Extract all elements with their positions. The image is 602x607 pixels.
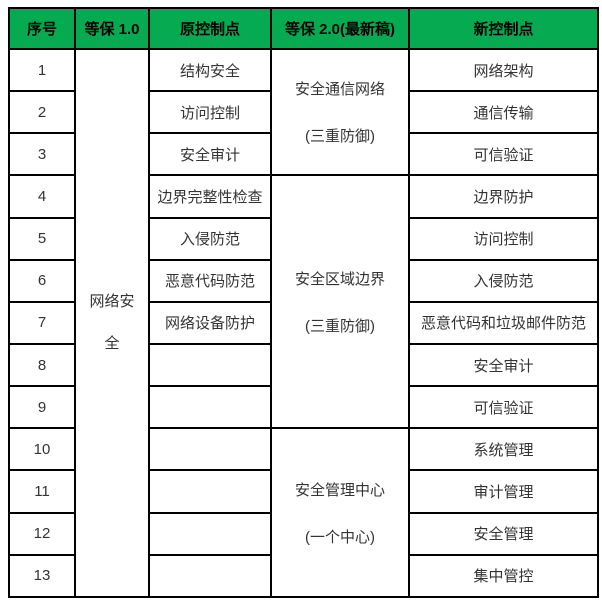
table-row: 8 安全审计 [8,342,599,388]
dengbao2-group-title: 安全通信网络 [294,81,385,99]
old-control-cell: 入侵防范 [148,216,272,261]
old-control-cell [148,469,272,514]
table-row: 4 边界完整性检查 安全区域边界 (三重防御) 边界防护 [8,174,599,430]
row-number-cell: 13 [8,553,76,599]
old-control-cell: 网络设备防护 [148,300,272,345]
dengbao2-group-cell-management: 安全管理中心 (一个中心) [270,427,410,598]
new-control-cell: 入侵防范 [408,258,599,303]
table-row: 10 安全管理中心 (一个中心) 系统管理 [8,427,599,598]
comparison-table: 序号 等保 1.0 原控制点 等保 2.0(最新稿) 新控制点 1 网络安全 结… [8,7,599,599]
dengbao2-group-cell-boundary: 安全区域边界 (三重防御) [270,174,410,430]
dengbao2-group-cell-communication: 安全通信网络 (三重防御) [270,47,410,177]
new-control-cell: 可信验证 [408,132,599,177]
row-number-cell: 7 [8,300,76,345]
row-number-cell: 11 [8,469,76,514]
new-control-cell: 边界防护 [408,174,599,219]
table-row: 6 恶意代码防范 入侵防范 [8,258,599,303]
old-control-cell [148,511,272,556]
header-cell-new-controls: 新控制点 [408,7,599,50]
table-row: 9 可信验证 [8,385,599,430]
old-control-cell: 边界完整性检查 [148,174,272,219]
header-cell-dengbao2: 等保 2.0(最新稿) [270,7,410,50]
header-cell-old-controls: 原控制点 [148,7,272,50]
table-row: 1 网络安全 结构安全 安全通信网络 (三重防御) 网络架构 [8,47,599,598]
new-control-cell: 通信传输 [408,90,599,135]
header-cell-index: 序号 [8,7,76,50]
row-number-cell: 1 [8,47,76,93]
old-control-cell: 访问控制 [148,90,272,135]
old-control-cell [148,385,272,430]
new-control-cell: 可信验证 [408,385,599,430]
table-row: 5 入侵防范 访问控制 [8,216,599,261]
dengbao2-group-title: 安全管理中心 [294,481,385,499]
table-row: 12 安全管理 [8,511,599,556]
row-number-cell: 10 [8,427,76,472]
header-cell-dengbao1: 等保 1.0 [74,7,150,50]
old-control-cell: 结构安全 [148,47,272,93]
old-control-cell [148,427,272,472]
dengbao1-group-cell: 网络安全 [74,48,150,598]
new-control-cell: 网络架构 [408,47,599,93]
dengbao1-group-label: 网络安全 [89,293,135,352]
new-control-cell: 安全审计 [408,342,599,388]
dengbao2-group-title: 安全区域边界 [294,270,385,288]
row-number-cell: 3 [8,132,76,177]
row-number-cell: 12 [8,511,76,556]
table-row: 3 安全审计 可信验证 [8,132,599,177]
new-control-cell: 系统管理 [408,427,599,472]
old-control-cell [148,553,272,599]
header-row: 序号 等保 1.0 原控制点 等保 2.0(最新稿) 新控制点 [8,7,599,50]
row-number-cell: 2 [8,90,76,135]
row-number-cell: 8 [8,342,76,388]
old-control-cell [148,342,272,388]
old-control-cell: 恶意代码防范 [148,258,272,303]
table-row: 11 审计管理 [8,469,599,514]
table-row: 13 集中管控 [8,553,599,599]
new-control-cell: 访问控制 [408,216,599,261]
dengbao2-group-subtitle: (三重防御) [305,317,375,335]
old-control-cell: 安全审计 [148,132,272,177]
table-row: 2 访问控制 通信传输 [8,90,599,135]
dengbao2-group-subtitle: (一个中心) [305,528,375,546]
new-control-cell: 安全管理 [408,511,599,556]
row-number-cell: 6 [8,258,76,303]
new-control-cell: 集中管控 [408,553,599,599]
new-control-cell: 审计管理 [408,469,599,514]
dengbao2-group-subtitle: (三重防御) [305,128,375,146]
new-control-cell: 恶意代码和垃圾邮件防范 [408,300,599,345]
row-number-cell: 5 [8,216,76,261]
table-row: 7 网络设备防护 恶意代码和垃圾邮件防范 [8,300,599,345]
row-number-cell: 4 [8,174,76,219]
row-number-cell: 9 [8,385,76,430]
